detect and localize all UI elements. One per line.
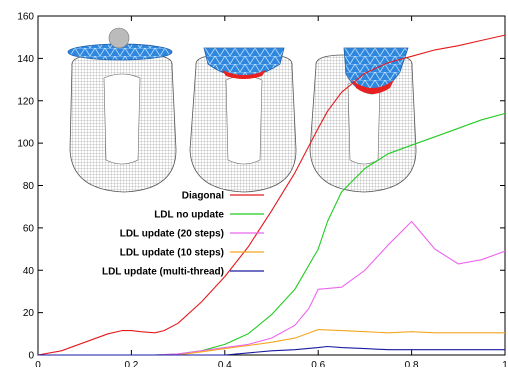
series-line-2 [38,220,506,356]
x-tick-label: 0.8 [405,360,419,367]
y-tick-label: 160 [17,12,34,23]
mesh-illustrations [67,27,417,193]
series-line-0 [37,34,506,356]
legend-label-0: Diagonal [182,191,224,202]
legend-label-1: LDL no update [154,210,224,221]
legend-label-4: LDL update (multi-thread) [102,267,224,278]
y-tick-label: 0 [28,351,34,362]
x-tick-label: 1 [502,360,508,367]
legend-label-3: LDL update (10 steps) [120,248,224,259]
y-tick-label: 40 [23,266,35,277]
torus-illustration-2 [189,47,297,193]
x-tick-label: 0 [35,360,41,367]
y-tick-label: 120 [17,96,34,107]
legend-label-2: LDL update (20 steps) [120,229,224,240]
y-tick-label: 60 [23,223,35,234]
axes: 0 20 40 60 80 100 120 140 160 0 0.2 0.4 0.6 0.8 1 [17,12,508,372]
y-tick-label: 100 [17,139,34,150]
sphere-icon [108,27,130,49]
series-line-4 [38,345,505,356]
series-line-3 [38,329,505,356]
torus-illustration-1 [67,27,177,193]
y-tick-label: 20 [23,308,35,319]
x-tick-label: 0.6 [311,360,325,367]
legend: Diagonal LDL no update LDL update (20 step… [102,191,264,278]
y-tick-label: 80 [23,181,35,192]
y-tick-label: 140 [17,54,34,65]
x-tick-label: 0.2 [124,360,138,367]
x-tick-label: 0.4 [218,360,232,367]
series-layer [37,34,506,356]
torus-illustration-3 [309,47,417,193]
